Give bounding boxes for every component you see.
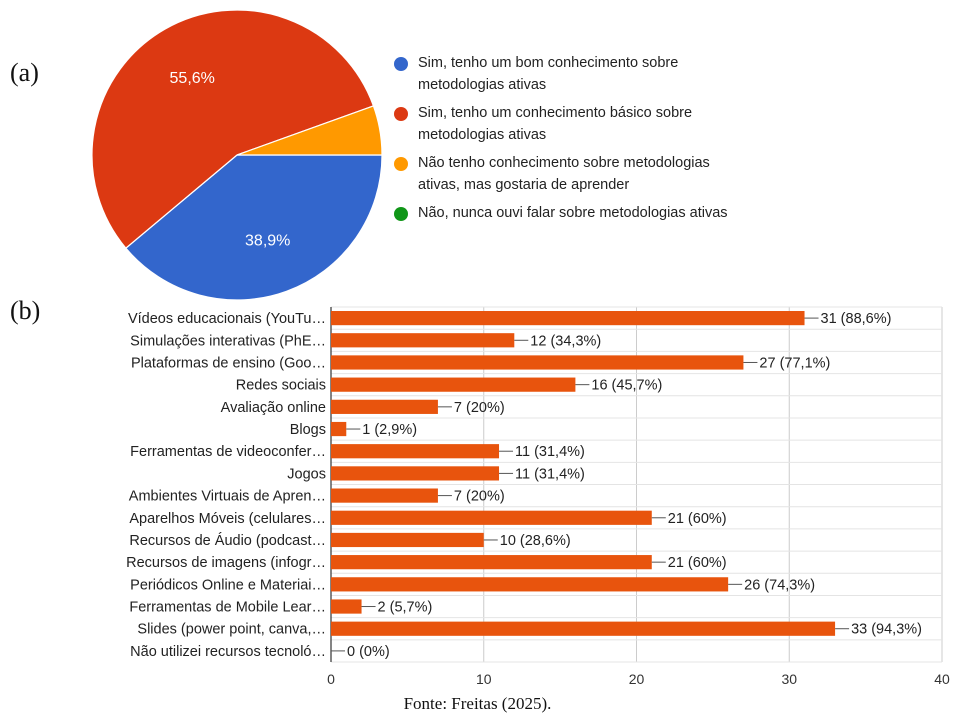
- category-label: Vídeos educacionais (YouTu…: [128, 311, 326, 327]
- pie-slice-basic: [91, 9, 375, 249]
- pie-chart: 38,9% 55,6%: [91, 9, 383, 300]
- pie-legend: Sim, tenho um bom conhecimento sobre met…: [394, 52, 734, 230]
- panel-label-a: (a): [10, 58, 39, 87]
- pie-slice-good: [125, 154, 383, 300]
- bar-data-label: 27 (77,1%): [759, 355, 830, 371]
- bar: [331, 421, 347, 437]
- bar-data-label: 7 (20%): [454, 400, 505, 416]
- bar: [331, 399, 438, 414]
- category-label: Redes sociais: [236, 378, 326, 394]
- bar: [331, 333, 515, 348]
- legend-label: Sim, tenho um bom conhecimento sobre met…: [418, 55, 679, 93]
- category-label: Ferramentas de Mobile Lear…: [129, 600, 326, 616]
- category-label: Aparelhos Móveis (celulares…: [129, 511, 326, 527]
- panel-label-b: (b): [10, 296, 41, 325]
- bar: [331, 555, 652, 570]
- legend-label: Não, nunca ouvi falar sobre metodologias…: [418, 205, 728, 221]
- bar: [331, 355, 744, 370]
- bar-data-label: 31 (88,6%): [821, 311, 892, 327]
- pie-slice-wants-to-learn: [236, 105, 383, 156]
- legend-swatch-icon: [394, 157, 408, 171]
- category-label: Ambientes Virtuais de Apren…: [129, 489, 326, 505]
- bar: [331, 510, 652, 525]
- category-label: Ferramentas de videoconfer…: [130, 444, 326, 460]
- legend-swatch-icon: [394, 107, 408, 121]
- category-label: Simulações interativas (PhE…: [130, 333, 326, 349]
- bar-data-label: 12 (34,3%): [530, 333, 601, 349]
- x-tick-label: 20: [629, 671, 645, 687]
- bar-data-label: 21 (60%): [668, 511, 727, 527]
- bar-data-label: 33 (94,3%): [851, 622, 922, 638]
- bar-data-label: 26 (74,3%): [744, 577, 815, 593]
- legend-label: Sim, tenho um conhecimento básico sobre …: [418, 105, 693, 143]
- legend-item: Não tenho conhecimento sobre metodologia…: [394, 152, 734, 196]
- bar-data-label: 16 (45,7%): [591, 378, 662, 394]
- category-label: Recursos de Áudio (podcast…: [129, 532, 326, 549]
- category-label: Blogs: [290, 422, 326, 438]
- bar: [331, 377, 576, 392]
- bar-data-label: 7 (20%): [454, 489, 505, 505]
- bar-data-label: 21 (60%): [668, 555, 727, 571]
- category-label: Avaliação online: [221, 400, 326, 416]
- legend-label: Não tenho conhecimento sobre metodologia…: [418, 155, 710, 193]
- bar-data-label: 2 (5,7%): [378, 600, 433, 616]
- legend-swatch-icon: [394, 207, 408, 221]
- category-label: Recursos de imagens (infogr…: [126, 555, 326, 571]
- legend-item: Não, nunca ouvi falar sobre metodologias…: [394, 202, 734, 224]
- category-label: Não utilizei recursos tecnoló…: [130, 644, 326, 660]
- bar: [331, 310, 805, 326]
- bar-data-label: 11 (31,4%): [515, 466, 585, 482]
- x-tick-label: 40: [934, 671, 950, 687]
- bar-data-label: 0 (0%): [347, 644, 390, 660]
- x-tick-label: 10: [476, 671, 492, 687]
- bar-data-label: 10 (28,6%): [500, 533, 571, 549]
- x-tick-label: 30: [781, 671, 797, 687]
- legend-item: Sim, tenho um conhecimento básico sobre …: [394, 102, 734, 146]
- bar: [331, 599, 362, 614]
- category-label: Periódicos Online e Materiai…: [130, 577, 326, 593]
- bar-data-label: 1 (2,9%): [362, 422, 417, 438]
- bar: [331, 488, 438, 503]
- pie-data-label: 55,6%: [170, 70, 215, 87]
- legend-swatch-icon: [394, 57, 408, 71]
- bar-data-label: 11 (31,4%): [515, 444, 585, 460]
- bar: [331, 466, 500, 481]
- legend-item: Sim, tenho um bom conhecimento sobre met…: [394, 52, 734, 96]
- category-label: Plataformas de ensino (Goo…: [131, 355, 326, 371]
- x-tick-label: 0: [327, 671, 335, 687]
- category-label: Jogos: [287, 466, 326, 482]
- pie-data-label: 38,9%: [245, 232, 290, 249]
- category-label: Slides (power point, canva,…: [137, 622, 326, 638]
- bar: [331, 444, 500, 459]
- bar: [331, 621, 836, 636]
- figure-caption: Fonte: Freitas (2025).: [403, 694, 552, 713]
- bar: [331, 532, 484, 548]
- bar: [331, 577, 729, 592]
